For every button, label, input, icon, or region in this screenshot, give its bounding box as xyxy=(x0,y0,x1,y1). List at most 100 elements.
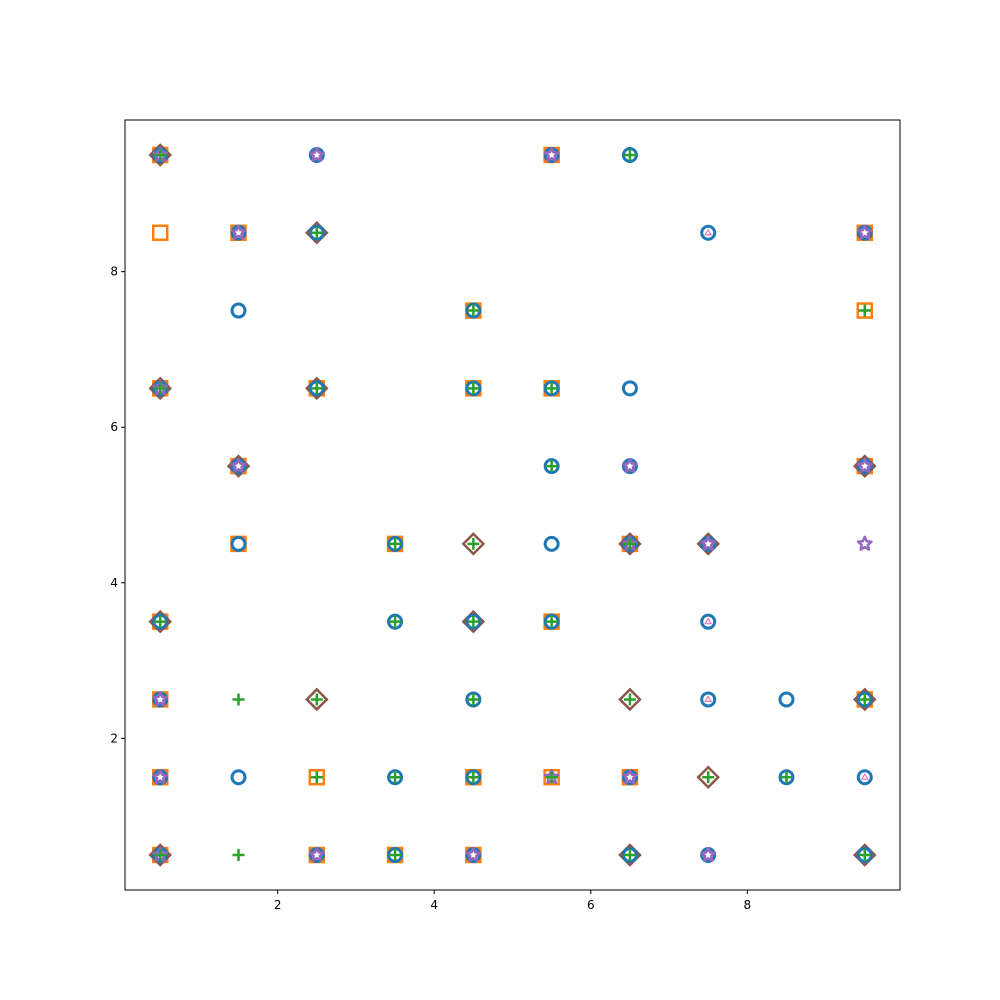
circle-marker-36 xyxy=(387,769,404,786)
circle-marker-9 xyxy=(465,302,482,319)
circle-marker-26 xyxy=(465,613,482,630)
circle-marker-6 xyxy=(700,224,717,241)
plus-marker-7 xyxy=(467,382,480,395)
y-tick-label: 2 xyxy=(110,731,118,745)
star-marker-1 xyxy=(308,146,325,162)
plot-area xyxy=(125,120,900,890)
star-marker-17 xyxy=(308,846,325,862)
plus-marker-20 xyxy=(623,693,636,706)
plus-marker-30 xyxy=(389,849,402,861)
triangle-marker-2 xyxy=(704,695,713,703)
triangle-marker-1 xyxy=(704,617,713,625)
plus-marker-3 xyxy=(467,304,480,317)
star-marker-4 xyxy=(856,224,873,240)
plus-marker-21 xyxy=(858,693,871,706)
circle-marker-31 xyxy=(700,691,717,708)
diamond-marker-11 xyxy=(305,687,329,712)
x-tick-label: 2 xyxy=(274,898,282,912)
circle-marker-3 xyxy=(621,147,638,163)
circle-marker-11 xyxy=(308,380,325,397)
plus-marker-12 xyxy=(623,537,636,550)
plus-marker-14 xyxy=(389,615,402,628)
y-tick-label: 4 xyxy=(110,576,118,590)
plus-marker-29 xyxy=(232,849,245,861)
plus-marker-15 xyxy=(467,615,480,628)
circle-marker-33 xyxy=(856,691,873,708)
plus-marker-26 xyxy=(702,771,715,784)
y-tick-label: 6 xyxy=(110,420,118,434)
plus-marker-27 xyxy=(780,771,793,784)
plus-marker-5 xyxy=(154,382,167,395)
plus-marker-9 xyxy=(545,460,558,473)
y-tick-label: 8 xyxy=(110,265,118,279)
circle-marker-19 xyxy=(230,535,247,552)
square-marker-6 xyxy=(856,302,874,319)
diamond-marker-12 xyxy=(618,687,642,712)
triangle-marker-3 xyxy=(860,773,869,780)
circle-marker-12 xyxy=(465,380,482,397)
circle-marker-35 xyxy=(230,769,247,786)
star-marker-7 xyxy=(622,457,638,474)
plus-marker-19 xyxy=(467,693,480,706)
plus-marker-1 xyxy=(623,149,636,161)
plus-marker-25 xyxy=(545,771,558,784)
circle-marker-21 xyxy=(543,535,560,552)
x-tick-label: 4 xyxy=(430,898,438,912)
ticks-layer: 2 4 6 8 2 4 6 8 xyxy=(110,265,751,912)
circle-marker-14 xyxy=(621,380,638,397)
star-marker-2 xyxy=(543,146,560,162)
circle-marker-8 xyxy=(230,302,247,319)
circle-marker-47 xyxy=(856,847,873,863)
plus-marker-22 xyxy=(310,771,323,784)
star-marker-15 xyxy=(622,768,638,785)
x-tick-label: 6 xyxy=(587,898,595,912)
star-marker-11 xyxy=(856,535,873,551)
plus-marker-2 xyxy=(310,226,323,239)
triangle-marker-0 xyxy=(704,228,713,236)
circle-marker-43 xyxy=(387,847,404,863)
square-marker-21 xyxy=(308,768,326,786)
plus-marker-11 xyxy=(467,537,480,550)
plus-marker-13 xyxy=(154,615,167,628)
circle-marker-24 xyxy=(152,613,169,630)
square-marker-2 xyxy=(151,224,169,242)
diamond-marker-14 xyxy=(696,765,720,789)
plus-marker-6 xyxy=(310,382,323,395)
circle-marker-28 xyxy=(700,613,717,630)
plus-marker-31 xyxy=(623,849,636,861)
circle-marker-5 xyxy=(308,224,325,241)
circle-marker-16 xyxy=(543,458,560,475)
plus-marker-4 xyxy=(858,304,871,317)
circle-marker-40 xyxy=(856,769,873,786)
star-marker-18 xyxy=(465,846,482,862)
circle-marker-27 xyxy=(543,613,560,630)
star-marker-10 xyxy=(700,535,717,551)
plus-marker-17 xyxy=(232,693,245,706)
plus-marker-8 xyxy=(545,382,558,395)
circle-marker-25 xyxy=(387,613,404,630)
star-marker-19 xyxy=(700,846,717,862)
plot-frame xyxy=(124,119,901,891)
circle-marker-37 xyxy=(465,769,482,786)
star-marker-6 xyxy=(230,457,247,474)
circle-marker-39 xyxy=(778,769,795,786)
plus-marker-32 xyxy=(858,849,871,861)
circle-marker-20 xyxy=(387,535,404,552)
star-marker-12 xyxy=(152,691,169,707)
star-marker-13 xyxy=(152,768,169,785)
circle-marker-32 xyxy=(778,691,795,708)
markers-layer xyxy=(148,143,877,867)
plus-marker-10 xyxy=(389,537,402,550)
plus-marker-28 xyxy=(154,849,167,861)
x-tick-label: 8 xyxy=(744,898,752,912)
star-marker-8 xyxy=(856,457,873,474)
plus-marker-24 xyxy=(467,771,480,784)
star-marker-3 xyxy=(230,224,247,240)
plus-marker-18 xyxy=(310,693,323,706)
circle-marker-13 xyxy=(543,380,560,397)
diamond-marker-6 xyxy=(461,532,486,556)
plus-marker-16 xyxy=(545,615,558,628)
circle-marker-30 xyxy=(465,691,482,708)
plus-marker-23 xyxy=(389,771,402,784)
